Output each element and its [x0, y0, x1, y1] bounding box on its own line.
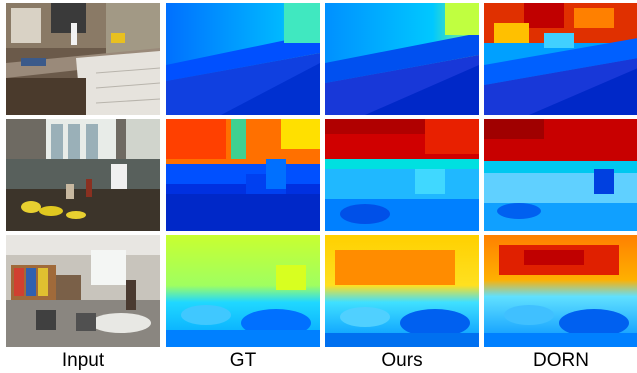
input-photo-kitchen-sink — [6, 119, 160, 231]
input-photo-classroom — [6, 235, 160, 347]
input-photo-kitchen-counter — [6, 3, 160, 115]
column-label-dorn: DORN — [533, 350, 589, 371]
dorn-depth-kitchen-sink — [484, 119, 637, 231]
gt-depth-kitchen-sink — [166, 119, 320, 231]
column-label-ours: Ours — [381, 350, 423, 371]
dorn-depth-kitchen-counter — [484, 3, 637, 115]
ours-depth-kitchen-sink — [325, 119, 479, 231]
gt-depth-kitchen-counter — [166, 3, 320, 115]
column-label-gt: GT — [229, 350, 257, 371]
column-label-input: Input — [61, 350, 105, 371]
ours-depth-classroom — [325, 235, 479, 347]
dorn-depth-classroom — [484, 235, 637, 347]
ours-depth-kitchen-counter — [325, 3, 479, 115]
gt-depth-classroom — [166, 235, 320, 347]
